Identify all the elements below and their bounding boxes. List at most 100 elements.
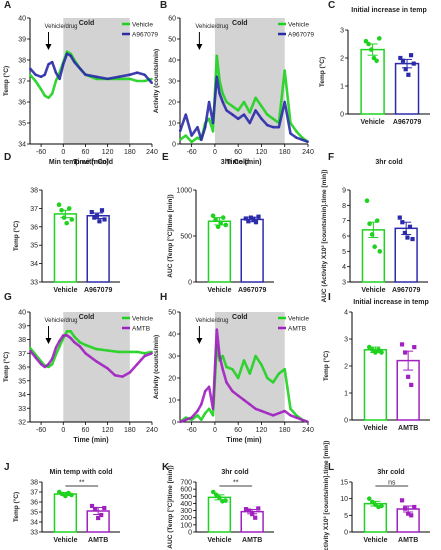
panel-c-y-tick-label: 3 (340, 28, 344, 35)
panel-g-cold-shade (63, 312, 130, 422)
panel-h-point (272, 414, 274, 417)
panel-a-point (51, 92, 54, 95)
panel-a-x-tick-label: 120 (102, 149, 114, 156)
panel-j-data-point (89, 503, 95, 509)
panel-h-point (208, 407, 210, 410)
panel-e-data-point (251, 217, 256, 222)
panel-g-y-tick-label: 32 (18, 420, 26, 427)
panel-b-point (184, 134, 187, 137)
panel-b-point (266, 113, 269, 116)
panel-e-category-label: Vehicle (207, 287, 231, 294)
panel-a-x-label: Time (min) (73, 159, 108, 166)
panel-g-point (69, 337, 72, 340)
panel-h-point (231, 390, 234, 393)
panel-h-point (218, 355, 221, 357)
panel-h-point (295, 416, 298, 419)
panel-h-point (237, 394, 240, 397)
panel-a-letter: A (4, 0, 11, 11)
panel-h-y-tick-label: 50 (168, 310, 176, 317)
panel-a-point (79, 67, 81, 70)
panel-g-point (79, 341, 81, 344)
panel-k-data-point (214, 492, 219, 498)
panel-g-y-tick-label: 38 (18, 337, 26, 344)
panel-f-data-point (405, 235, 410, 240)
panel-g-y-label: Temp (°C) (2, 352, 10, 382)
panel-a-y-tick-label: 37 (18, 79, 26, 86)
panel-k-letter: K (162, 462, 170, 473)
panel-g-point (114, 374, 116, 377)
panel-b-point (208, 117, 210, 120)
panel-a-point (128, 73, 131, 76)
panel-b-point (289, 132, 292, 135)
panel-e-data-point (253, 220, 259, 225)
panel-g-letter: G (4, 292, 12, 303)
panel-l-letter: L (328, 462, 334, 473)
panel-g-point (47, 363, 50, 366)
panel-g-x-tick-label: 60 (82, 427, 90, 434)
panel-b-point (254, 96, 257, 99)
panel-b-x-tick-label: 60 (234, 149, 242, 156)
panel-b-y-tick-label: 10 (168, 121, 176, 128)
panel-l-data-point (412, 504, 417, 510)
panel-i-y-tick-label: 4 (344, 310, 348, 317)
panel-g-x-tick-label: 120 (102, 427, 114, 434)
panel-b-point (272, 126, 274, 129)
panel-d-y-tick-label: 36 (30, 224, 38, 231)
panel-i-data-point (409, 382, 414, 387)
panel-e-data-point (215, 224, 221, 230)
panel-k-data-point (256, 506, 261, 511)
panel-h-arrow-label: Vehicle/drug (195, 318, 228, 324)
panel-h-point (301, 418, 304, 421)
panel-h-x-tick-label: 180 (279, 427, 291, 434)
panel-f-y-tick-label: 6 (342, 234, 346, 241)
panel-h-point (215, 328, 218, 331)
panel-i-data-point (399, 342, 405, 347)
panel-b-x-label: Time (min) (226, 159, 261, 166)
panel-b-point (221, 92, 224, 95)
panel-l-data-point (406, 511, 411, 516)
panel-g-y-tick-label: 36 (18, 365, 26, 372)
panel-i-category-label: AMTB (398, 425, 418, 432)
panel-i-y-label: Temp (°C) (322, 351, 330, 381)
panel-f-data-point (369, 232, 375, 237)
panel-h-y-tick-label: 20 (168, 376, 176, 383)
panel-k-y-tick-label: 0 (188, 530, 192, 537)
panel-k-data-point (217, 495, 222, 501)
panel-b-cold-label: Cold (232, 20, 248, 27)
panel-a-x-tick-label: 0 (61, 149, 65, 156)
panel-h-x-tick-label: 60 (234, 427, 242, 434)
panel-f-y-tick-label: 9 (342, 188, 346, 195)
panel-a-point (151, 78, 153, 80)
panel-j-data-point (63, 493, 68, 499)
panel-h-legend-label: Vehicle (288, 316, 309, 323)
panel-l-data-point (399, 498, 405, 503)
panel-a-legend-label: Vehicle (132, 22, 153, 29)
panel-f-data-point (364, 198, 370, 204)
panel-e-y-label: AUC (Temp [°C]/time [min]) (166, 194, 174, 277)
panel-h-point (289, 407, 292, 410)
panel-k-y-tick-label: 400 (180, 501, 192, 508)
panel-a-y-tick-label: 34 (18, 142, 26, 149)
panel-c-y-tick-label: 2 (340, 56, 344, 63)
panel-a-legend-label: A967079 (132, 32, 158, 39)
panel-f-y-tick-label: 5 (342, 249, 346, 256)
panel-b-point (190, 134, 193, 137)
panel-l-y-tick-label: 10 (340, 496, 348, 503)
panel-h-point (200, 418, 203, 421)
panel-e-category-label: A967079 (238, 287, 267, 294)
panel-g-point (43, 366, 46, 368)
panel-g-point (62, 334, 65, 337)
panel-j-data-point (93, 506, 98, 512)
panel-f-data-point (372, 244, 377, 250)
panel-b-x-tick-label: -60 (187, 149, 197, 156)
panel-a-point (66, 50, 68, 53)
panel-f-data-point (377, 249, 383, 254)
panel-h-arrow-head (196, 338, 203, 344)
panel-g-point (106, 367, 109, 370)
panel-g-x-tick-label: 240 (146, 427, 158, 434)
panel-d-letter: D (4, 152, 11, 163)
panel-f-y-label: AUC (Activity X10³ [counts/min].time [mi… (321, 170, 328, 303)
panel-j-sig-label: ** (79, 480, 85, 487)
panel-l-title: 3hr cold (377, 469, 404, 476)
panel-a-point (95, 75, 98, 78)
